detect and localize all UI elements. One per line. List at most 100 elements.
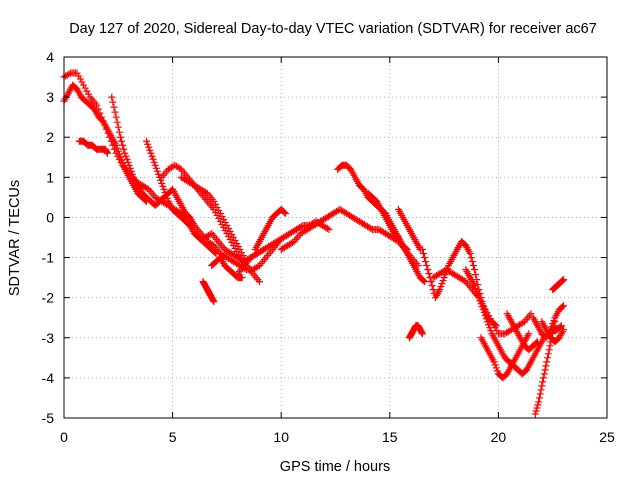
data-point <box>542 362 550 370</box>
grid-lines <box>64 57 607 418</box>
data-point <box>206 230 214 238</box>
data-point <box>428 282 436 290</box>
series-track-o <box>364 189 411 254</box>
data-point <box>112 141 120 149</box>
x-tick-label: 0 <box>60 429 68 445</box>
data-point <box>367 224 375 232</box>
data-point <box>537 386 545 394</box>
data-point <box>113 144 121 152</box>
data-point <box>236 246 244 254</box>
data-point <box>289 239 297 247</box>
data-point <box>226 227 234 235</box>
data-point <box>280 208 288 216</box>
series-track-m <box>277 205 422 270</box>
data-point <box>238 249 246 257</box>
y-tick-label: -1 <box>42 250 55 266</box>
data-point <box>474 291 482 299</box>
series-track-c <box>75 137 111 157</box>
data-point <box>84 90 92 98</box>
data-point <box>120 145 128 153</box>
data-point <box>120 162 128 170</box>
series-track-p <box>394 205 424 254</box>
data-point <box>539 378 547 386</box>
data-point <box>150 158 158 166</box>
data-point <box>143 184 151 192</box>
data-point <box>535 398 543 406</box>
data-point <box>109 98 117 106</box>
data-point <box>545 346 553 354</box>
data-point <box>210 298 218 306</box>
data-point <box>535 394 543 402</box>
series-track-e <box>143 137 220 258</box>
data-point <box>437 283 445 291</box>
data-point <box>93 101 101 109</box>
data-point <box>176 164 184 172</box>
data-point <box>468 258 476 266</box>
data-point <box>440 274 448 282</box>
data-point <box>487 327 495 335</box>
x-tick-label: 25 <box>599 429 615 445</box>
data-point <box>153 167 161 175</box>
y-tick-labels: -5 -4 -3 -2 -1 0 1 2 3 4 <box>42 49 55 426</box>
data-point <box>223 221 231 229</box>
data-point <box>83 87 91 95</box>
data-point <box>159 182 167 190</box>
data-point <box>533 338 541 346</box>
data-point <box>114 147 122 155</box>
data-point <box>479 306 487 314</box>
data-point <box>477 300 485 308</box>
data-point <box>145 143 153 151</box>
data-point <box>238 274 246 282</box>
data-point <box>157 176 165 184</box>
data-point <box>211 200 219 208</box>
series-track-z <box>549 276 568 294</box>
data-point <box>424 266 432 274</box>
x-tick-labels: 0 5 10 15 20 25 <box>60 429 615 445</box>
data-point <box>460 277 468 285</box>
y-tick-label: -3 <box>42 330 55 346</box>
data-point <box>467 254 475 262</box>
data-point <box>534 401 542 409</box>
data-point <box>480 309 488 317</box>
data-point <box>422 258 430 266</box>
data-point <box>550 322 558 330</box>
y-tick-label: 0 <box>46 209 54 225</box>
data-point <box>218 212 226 220</box>
plot-frame <box>63 56 608 419</box>
data-point <box>103 149 111 157</box>
data-point <box>122 152 130 160</box>
y-tick-label: 1 <box>46 169 54 185</box>
data-point <box>472 285 480 293</box>
y-tick-label: -2 <box>42 290 55 306</box>
data-point <box>540 370 548 378</box>
data-point <box>560 276 568 284</box>
data-point <box>525 330 533 338</box>
data-point <box>220 215 228 223</box>
data-point <box>161 188 169 196</box>
data-point <box>493 327 501 335</box>
data-point <box>127 167 135 175</box>
series-track-h <box>199 278 218 306</box>
data-point <box>216 209 224 217</box>
data-point <box>490 358 498 366</box>
data-point <box>113 118 121 126</box>
data-point <box>543 358 551 366</box>
data-point <box>560 302 568 310</box>
data-point <box>403 246 411 254</box>
data-point <box>254 263 262 271</box>
data-point <box>471 266 479 274</box>
data-point <box>119 159 127 167</box>
data-point <box>402 245 410 253</box>
data-point <box>144 140 152 148</box>
data-point <box>560 326 568 334</box>
data-points <box>60 69 568 418</box>
x-tick-label: 10 <box>273 429 289 445</box>
data-point <box>544 350 552 358</box>
series-track-n <box>334 161 429 286</box>
data-point <box>163 194 171 202</box>
data-point <box>478 303 486 311</box>
data-point <box>466 250 474 258</box>
data-point <box>544 354 552 362</box>
data-point <box>541 366 549 374</box>
